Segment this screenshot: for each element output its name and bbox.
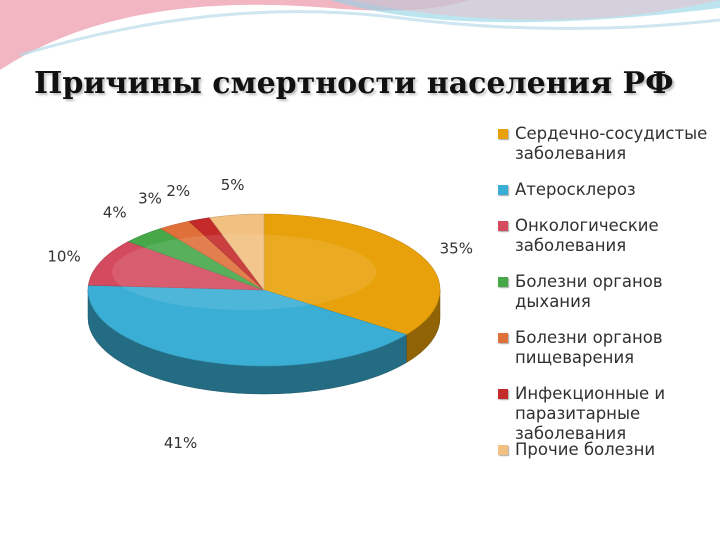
page-title: Причины смертности населения РФ bbox=[34, 66, 674, 101]
pie-highlight bbox=[112, 234, 376, 310]
pie-slice-6[interactable] bbox=[209, 213, 265, 291]
pie-value-label-4: 3% bbox=[138, 189, 162, 207]
legend-swatch-4 bbox=[498, 333, 508, 343]
pie-slice-0[interactable] bbox=[263, 213, 441, 335]
legend-label-2: Онкологические заболевания bbox=[515, 216, 659, 255]
legend-swatch-0 bbox=[498, 129, 508, 139]
pie-value-label-0: 35% bbox=[440, 240, 473, 258]
legend-label-3: Болезни органов дыхания bbox=[515, 272, 663, 311]
legend-label-0: Сердечно-сосудистые заболевания bbox=[515, 124, 708, 163]
ribbon-blue-band bbox=[330, 0, 720, 23]
ribbon-pink-band bbox=[0, 0, 470, 70]
legend-swatch-1 bbox=[498, 185, 508, 195]
pie-slice-2[interactable] bbox=[88, 241, 265, 291]
legend-swatch-5 bbox=[498, 389, 508, 399]
legend-label-6: Прочие болезни bbox=[515, 440, 656, 459]
pie-value-label-5: 2% bbox=[166, 182, 190, 200]
legend-label-4: Болезни органов пищеварения bbox=[515, 328, 663, 367]
pie-value-labels: 35% 41% 10% 4% 3% 2% 5% bbox=[47, 176, 473, 452]
legend-swatch-3 bbox=[498, 277, 508, 287]
ribbon-line bbox=[19, 10, 720, 57]
pie-value-label-6: 5% bbox=[221, 176, 245, 194]
legend-label-5: Инфекционные и паразитарные заболевания bbox=[515, 384, 666, 443]
pie-value-label-1: 41% bbox=[164, 434, 197, 452]
pie-slice-1[interactable] bbox=[87, 284, 408, 367]
legend-swatch-6 bbox=[498, 445, 508, 455]
ribbon-soft-band bbox=[350, 0, 720, 20]
pie-slices bbox=[87, 213, 441, 367]
pie-value-label-3: 4% bbox=[103, 203, 127, 221]
pie-value-label-2: 10% bbox=[47, 247, 80, 265]
legend-swatch-2 bbox=[498, 221, 508, 231]
legend-label-1: Атеросклероз bbox=[515, 180, 636, 199]
